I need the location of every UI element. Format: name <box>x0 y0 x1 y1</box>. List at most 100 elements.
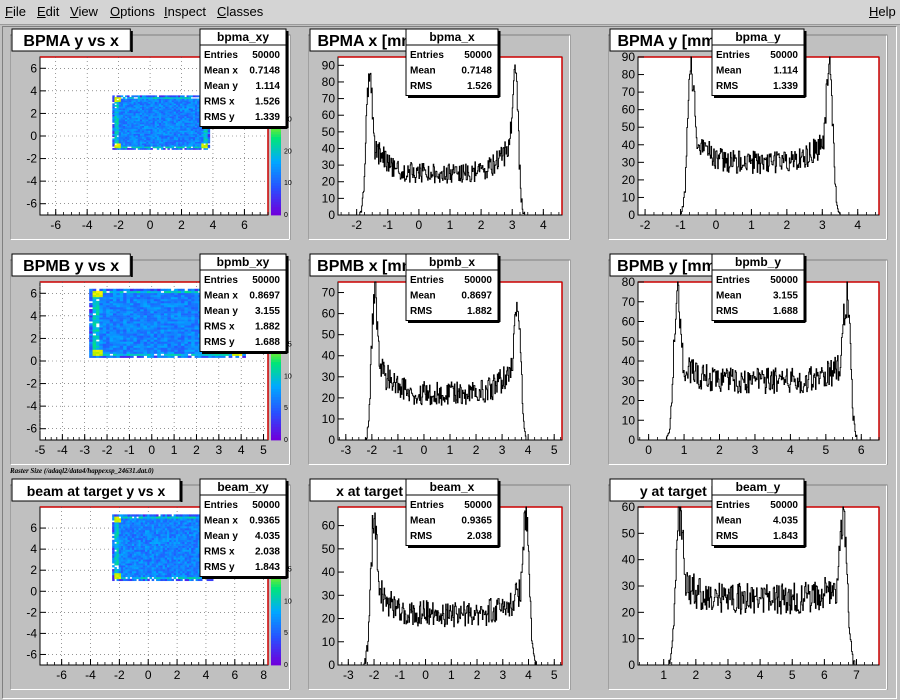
heatmap-cell <box>194 327 199 330</box>
menu-file[interactable]: File <box>5 4 26 19</box>
heatmap-cell <box>133 335 138 338</box>
heatmap-cell <box>138 526 141 529</box>
heatmap-cell <box>154 96 158 99</box>
heatmap-cell <box>195 561 199 564</box>
heatmap-cell <box>156 125 160 128</box>
heatmap-cell <box>169 539 172 542</box>
heatmap-cell <box>148 141 151 144</box>
heatmap-cell <box>116 309 121 312</box>
heatmap-cell <box>129 138 132 141</box>
heatmap-cell <box>173 100 177 103</box>
heatmap-cell <box>184 329 189 332</box>
heatmap-cell <box>167 135 170 138</box>
heatmap-cell <box>102 333 107 336</box>
heatmap-cell <box>164 543 168 546</box>
heatmap-cell <box>182 539 185 542</box>
heatmap-cell <box>191 319 195 322</box>
menu-options[interactable]: Options <box>110 4 155 19</box>
heatmap-cell <box>174 294 178 298</box>
heatmap-cell <box>167 96 170 99</box>
heatmap-cell <box>207 138 211 141</box>
heatmap-cell <box>189 574 192 578</box>
stats-box <box>405 28 499 96</box>
heatmap-cell <box>205 143 209 146</box>
heatmap-cell <box>175 98 179 101</box>
heatmap-cell <box>169 526 172 529</box>
menu-inspect[interactable]: Inspect <box>164 4 206 19</box>
heatmap-cell <box>189 578 192 582</box>
heatmap-cell <box>129 108 132 111</box>
heatmap-cell <box>118 136 122 139</box>
heatmap-cell <box>140 296 144 300</box>
heatmap-cell <box>173 526 177 529</box>
heatmap-cell <box>142 572 146 576</box>
heatmap-cell <box>150 109 153 112</box>
heatmap-cell <box>182 95 185 98</box>
heatmap-cell <box>167 514 170 517</box>
heatmap-cell <box>186 561 190 564</box>
menu-edit[interactable]: Edit <box>37 4 60 19</box>
heatmap-cell <box>116 114 119 117</box>
heatmap-cell <box>112 290 117 294</box>
heatmap-cell <box>114 537 117 541</box>
heatmap-cell <box>180 559 183 562</box>
heatmap-cell <box>116 132 119 134</box>
heatmap-cell <box>157 311 161 314</box>
heatmap-cell <box>165 111 168 114</box>
heatmap-cell <box>180 553 183 556</box>
heatmap-cell <box>136 553 139 556</box>
heatmap-cell <box>187 313 192 316</box>
heatmap-cell <box>174 304 178 308</box>
heatmap-cell <box>175 559 179 562</box>
heatmap-cell <box>125 518 128 521</box>
heatmap-cell <box>102 290 107 294</box>
heatmap-cell <box>195 574 199 578</box>
y-tick-label: 0 <box>328 208 335 222</box>
heatmap-cell <box>134 576 137 580</box>
heatmap-cell <box>170 335 175 338</box>
heatmap-cell <box>136 557 139 560</box>
heatmap-cell <box>152 114 156 117</box>
heatmap-cell <box>156 136 160 139</box>
heatmap-cell <box>188 119 192 122</box>
heatmap-cell <box>167 101 170 104</box>
heatmap-cell <box>131 535 135 539</box>
menu-help[interactable]: Help <box>869 4 896 19</box>
heatmap-cell <box>150 302 155 306</box>
heatmap-cell <box>156 100 160 103</box>
stats-label: Mean <box>716 291 742 302</box>
heatmap-cell <box>112 106 115 109</box>
heatmap-cell <box>170 339 175 342</box>
heatmap-cell <box>122 109 126 112</box>
heatmap-cell <box>134 528 137 531</box>
heatmap-cell <box>129 555 133 558</box>
heatmap-cell <box>131 543 135 546</box>
heatmap-cell <box>129 528 133 531</box>
menu-view[interactable]: View <box>70 4 98 19</box>
heatmap-cell <box>193 557 196 560</box>
heatmap-cell <box>177 292 182 296</box>
heatmap-cell <box>133 292 138 296</box>
menu-classes[interactable]: Classes <box>217 4 264 19</box>
heatmap-cell <box>89 345 93 348</box>
heatmap-cell <box>109 296 114 300</box>
heatmap-cell <box>140 288 144 292</box>
heatmap-cell <box>197 516 201 519</box>
heatmap-cell <box>158 141 162 144</box>
heatmap-cell <box>167 333 172 336</box>
heatmap-cell <box>184 111 187 114</box>
heatmap-cell <box>143 339 148 342</box>
heatmap-cell <box>164 553 168 556</box>
heatmap-cell <box>160 514 163 517</box>
heatmap-cell <box>163 108 166 111</box>
heatmap-cell <box>138 539 141 542</box>
heatmap-cell <box>156 543 159 546</box>
heatmap-cell <box>140 337 144 340</box>
